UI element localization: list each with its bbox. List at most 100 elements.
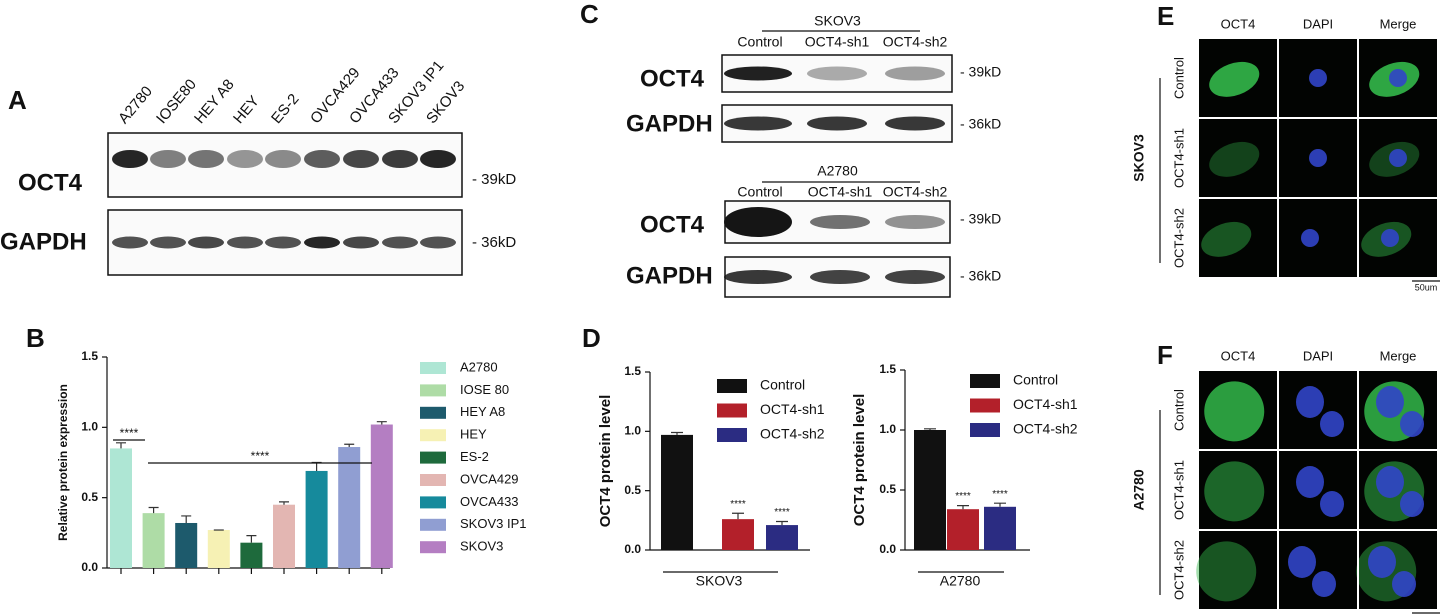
band [227,236,263,249]
band [420,150,456,168]
micrograph [1199,531,1277,609]
bar [142,513,165,568]
band [343,150,379,168]
band [227,150,263,168]
legend-swatch [420,474,446,486]
lane-label: OCT4-sh2 [883,34,948,50]
lane-label: A2780 [115,83,156,127]
y-axis-title: OCT4 protein level [597,395,614,528]
panel-label: B [26,323,45,353]
dapi-stain [1296,466,1324,498]
bar [338,447,361,568]
column-header: DAPI [1303,16,1333,31]
legend-swatch [420,362,446,374]
error-bar [671,431,683,435]
micrograph [1199,199,1277,277]
dapi-stain [1368,546,1396,578]
x-group-label: A2780 [940,573,981,589]
error-bar [994,502,1006,507]
band [382,150,418,168]
size-label: - 36kD [472,234,516,251]
error-bar [924,428,936,430]
band [304,150,340,168]
row-label: OCT4-sh1 [1171,128,1186,188]
bar [947,509,979,550]
band [807,66,867,81]
y-tick-label: 0.5 [81,490,98,504]
error-bar [957,505,969,510]
micrograph [1199,119,1277,197]
significance-label: **** [730,499,746,510]
y-tick-label: 0.5 [624,483,641,497]
bar [722,519,754,550]
band [188,150,224,168]
y-tick-label: 0.0 [81,560,98,574]
y-tick-label: 1.5 [81,349,98,363]
significance-label: **** [992,489,1008,500]
legend-swatch [420,429,446,442]
band [382,236,418,249]
y-axis-title: Relative protein expression [56,384,70,541]
error-bar [376,421,387,425]
legend-label: OVCA433 [460,494,519,509]
lane-label: HEY A8 [191,76,238,127]
row-label: OCT4 [18,169,83,196]
bar [305,470,328,568]
error-bar [148,506,159,514]
band [420,236,456,249]
band [885,270,945,284]
legend-label: Control [760,377,805,393]
size-label: - 39kD [472,171,516,188]
oct4-stain [1204,461,1265,522]
band [150,150,186,168]
size-label: - 39kD [960,64,1001,80]
significance-label: **** [120,426,139,440]
band [150,236,186,249]
column-header: OCT4 [1221,348,1256,363]
y-tick-label: 1.0 [81,420,98,434]
oct4-stain [1209,141,1260,177]
legend-swatch [717,428,747,442]
legend-label: OCT4-sh1 [1013,396,1078,412]
row-label: OCT4 [640,65,705,92]
band [810,270,870,284]
dapi-stain [1389,69,1407,87]
panel-label: A [8,85,27,115]
row-label: OCT4 [640,211,705,238]
lane-label: HEY [230,93,263,128]
band [188,236,224,249]
oct4-stain [1209,61,1260,97]
significance-label: **** [774,507,790,518]
cell-label: SKOV3 [814,13,861,29]
y-tick-label: 1.5 [879,362,896,376]
legend-label: OVCA429 [460,471,519,486]
dapi-stain [1320,491,1344,517]
dapi-stain [1288,546,1316,578]
lane-label: ES-2 [268,91,302,127]
legend-swatch [420,496,446,509]
error-bar [181,515,192,523]
bar [175,522,198,568]
band [724,116,792,131]
dapi-stain [1312,571,1336,597]
legend-label: IOSE 80 [460,382,509,397]
legend-swatch [420,518,446,531]
y-tick-label: 1.0 [624,424,641,438]
band [724,270,792,284]
legend-label: OCT4-sh1 [760,401,825,417]
bar [661,434,693,550]
legend-label: SKOV3 [460,539,503,554]
legend-swatch [420,451,446,464]
band [343,236,379,249]
bar [110,448,132,568]
column-header: Merge [1380,348,1417,363]
dapi-stain [1309,69,1327,87]
column-header: Merge [1380,16,1417,31]
lane-label: OCT4-sh1 [805,34,870,50]
band [885,116,945,131]
cell-label: A2780 [1131,469,1147,510]
legend-label: A2780 [460,359,498,374]
row-label: OCT4-sh2 [1171,208,1186,268]
dapi-stain [1296,386,1324,418]
